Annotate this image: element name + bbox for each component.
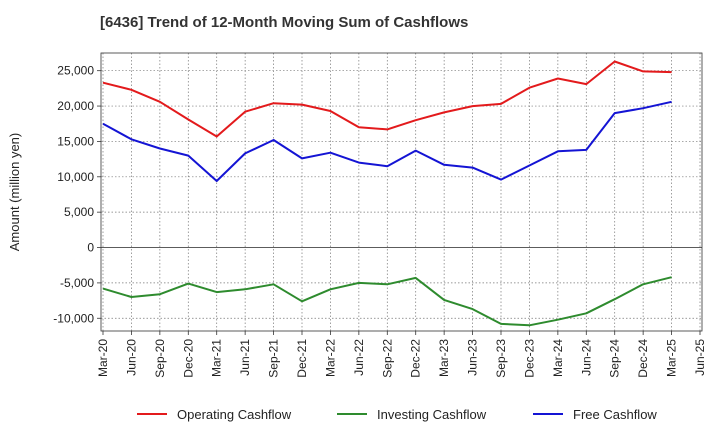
x-tick-label: Dec-21 bbox=[295, 339, 309, 378]
y-tick-label: 15,000 bbox=[57, 134, 94, 148]
x-tick-label: Mar-23 bbox=[437, 339, 451, 377]
x-tick-label: Jun-22 bbox=[352, 339, 366, 376]
x-tick-label: Sep-24 bbox=[608, 339, 622, 378]
x-tick-label: Mar-20 bbox=[96, 339, 110, 377]
x-tick-label: Mar-21 bbox=[210, 339, 224, 377]
x-tick-label: Sep-22 bbox=[380, 339, 394, 378]
x-tick-label: Jun-20 bbox=[124, 339, 138, 376]
legend-label-free-cashflow: Free Cashflow bbox=[573, 407, 657, 422]
legend: Operating Cashflow Investing Cashflow Free… bbox=[137, 407, 657, 422]
x-tick-label: Mar-25 bbox=[665, 339, 679, 377]
series-line-free-cashflow bbox=[102, 100, 672, 182]
x-tick-label: Dec-24 bbox=[636, 339, 650, 378]
y-axis-title: Amount (million yen) bbox=[7, 133, 22, 252]
y-tick-label: 25,000 bbox=[57, 64, 94, 78]
x-tick-label: Dec-22 bbox=[409, 339, 423, 378]
y-tick-label: 5,000 bbox=[64, 205, 94, 219]
y-tick-label: 20,000 bbox=[57, 99, 94, 113]
x-tick-label: Mar-24 bbox=[551, 339, 565, 377]
x-tick-label: Jun-23 bbox=[466, 339, 480, 376]
series-line-operating-cashflow bbox=[102, 60, 672, 138]
x-tick-label: Dec-23 bbox=[522, 339, 536, 378]
legend-label-investing-cashflow: Investing Cashflow bbox=[377, 407, 487, 422]
x-axis-ticks: Mar-20 Jun-20 Sep-20 Dec-20 Mar-21 Jun-21 Sep-… bbox=[96, 331, 707, 378]
y-tick-label: 10,000 bbox=[57, 170, 94, 184]
y-tick-label: -10,000 bbox=[53, 311, 94, 325]
plot-area bbox=[100, 52, 703, 332]
x-tick-label: Jun-21 bbox=[238, 339, 252, 376]
x-tick-label: Sep-20 bbox=[153, 339, 167, 378]
chart-title: [6436] Trend of 12-Month Moving Sum of C… bbox=[100, 14, 469, 31]
y-axis-ticks: -10,000 -5,000 0 5,000 10,000 15,000 20,000 25,… bbox=[53, 64, 101, 325]
grid-lines bbox=[101, 53, 702, 331]
y-tick-label: 0 bbox=[87, 241, 94, 255]
y-tick-label: -5,000 bbox=[60, 276, 94, 290]
legend-label-operating-cashflow: Operating Cashflow bbox=[177, 407, 292, 422]
x-tick-label: Sep-21 bbox=[267, 339, 281, 378]
x-tick-label: Sep-23 bbox=[494, 339, 508, 378]
x-tick-label: Jun-25 bbox=[693, 339, 707, 376]
series-line-investing-cashflow bbox=[102, 276, 672, 327]
x-tick-label: Dec-20 bbox=[181, 339, 195, 378]
x-tick-label: Jun-24 bbox=[579, 339, 593, 376]
x-tick-label: Mar-22 bbox=[323, 339, 337, 377]
series-lines bbox=[102, 60, 672, 327]
